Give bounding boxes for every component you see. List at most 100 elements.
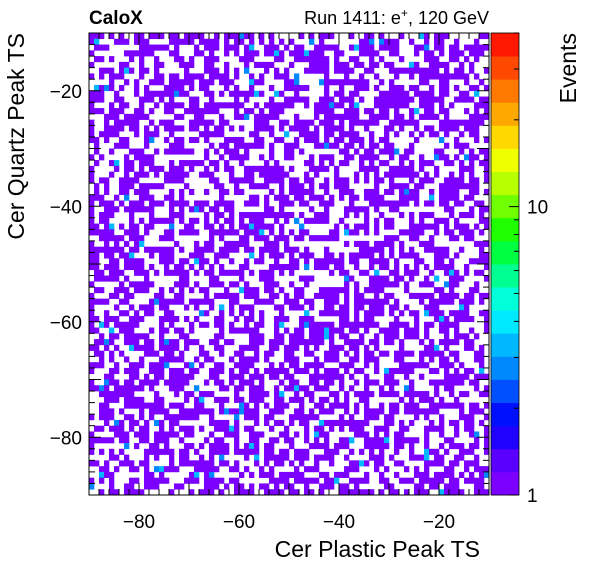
heatmap-cell xyxy=(434,44,440,51)
heatmap-cell xyxy=(469,212,475,219)
heatmap-cell xyxy=(134,229,140,236)
heatmap-cell xyxy=(359,61,365,68)
heatmap-cell xyxy=(219,269,225,276)
heatmap-cell xyxy=(454,367,460,375)
heatmap-cell xyxy=(384,223,390,230)
heatmap-cell xyxy=(149,477,155,484)
heatmap-cell xyxy=(194,96,200,103)
heatmap-cell xyxy=(209,489,215,496)
heatmap-cell xyxy=(354,287,360,294)
heatmap-cell xyxy=(109,315,115,323)
heatmap-cell xyxy=(239,217,245,224)
heatmap-cell xyxy=(204,292,210,299)
heatmap-cell xyxy=(94,96,100,103)
heatmap-cell xyxy=(264,269,270,276)
heatmap-cell xyxy=(439,188,445,196)
heatmap-cell xyxy=(309,304,315,311)
heatmap-cell xyxy=(194,269,200,276)
heatmap-cell xyxy=(389,125,395,132)
heatmap-cell xyxy=(114,367,120,375)
heatmap-cell xyxy=(364,385,370,392)
heatmap-cell xyxy=(194,119,200,126)
heatmap-cell xyxy=(259,391,265,398)
heatmap-cell xyxy=(194,113,200,120)
heatmap-cell xyxy=(404,229,410,236)
heatmap-cell xyxy=(109,264,115,271)
heatmap-cell xyxy=(364,414,370,421)
heatmap-cell xyxy=(94,315,100,323)
heatmap-cell xyxy=(274,217,280,224)
heatmap-cell xyxy=(289,142,295,149)
heatmap-cell xyxy=(129,183,135,190)
heatmap-cell xyxy=(294,339,300,346)
heatmap-cell xyxy=(229,229,235,236)
heatmap-cell xyxy=(104,437,110,444)
heatmap-cell xyxy=(244,466,250,473)
heatmap-cell xyxy=(429,460,435,467)
heatmap-cell xyxy=(364,148,370,155)
heatmap-cell xyxy=(189,391,195,398)
heatmap-cell xyxy=(259,385,265,392)
heatmap-cell xyxy=(289,177,295,184)
heatmap-cell xyxy=(269,50,275,57)
heatmap-cell xyxy=(454,217,460,224)
heatmap-cell xyxy=(349,125,355,132)
heatmap-cell xyxy=(289,79,295,86)
heatmap-cell xyxy=(334,50,340,57)
heatmap-cell xyxy=(314,356,320,363)
heatmap-cell xyxy=(459,96,465,103)
heatmap-cell xyxy=(134,240,140,247)
heatmap-cell xyxy=(419,240,425,247)
heatmap-cell xyxy=(334,102,340,109)
heatmap-cell xyxy=(199,119,205,126)
heatmap-cell xyxy=(334,327,340,334)
heatmap-cell xyxy=(154,391,160,398)
heatmap-cell xyxy=(419,391,425,398)
heatmap-cell xyxy=(254,61,260,68)
heatmap-cell xyxy=(139,379,145,386)
heatmap-cell xyxy=(99,414,105,421)
heatmap-cell xyxy=(114,38,120,45)
color-bar-band xyxy=(491,148,519,172)
heatmap-cell xyxy=(109,471,115,478)
heatmap-cell xyxy=(139,304,145,311)
heatmap-cell xyxy=(424,292,430,299)
heatmap-cell xyxy=(444,108,450,115)
heatmap-cell xyxy=(424,96,430,103)
heatmap-cell xyxy=(114,275,120,282)
heatmap-cell xyxy=(114,333,120,340)
heatmap-cell xyxy=(454,200,460,207)
heatmap-cell xyxy=(424,223,430,230)
heatmap-cell xyxy=(319,217,325,224)
heatmap-cell xyxy=(179,125,185,132)
heatmap-cell xyxy=(479,258,485,265)
heatmap-cell xyxy=(474,489,480,496)
heatmap-cell xyxy=(274,292,280,299)
heatmap-cell xyxy=(244,200,250,207)
heatmap-cell xyxy=(429,200,435,207)
heatmap-cell xyxy=(364,408,370,415)
heatmap-cell xyxy=(134,38,140,45)
heatmap-cell xyxy=(129,223,135,230)
heatmap-cell xyxy=(179,350,185,357)
color-bar-band xyxy=(491,194,519,219)
heatmap-cell xyxy=(114,269,120,276)
heatmap-cell xyxy=(469,258,475,265)
heatmap-cell xyxy=(449,379,455,386)
heatmap-cell xyxy=(324,200,330,207)
heatmap-cell xyxy=(429,425,435,432)
heatmap-cell xyxy=(364,391,370,398)
heatmap-cell xyxy=(224,483,230,490)
heatmap-cell xyxy=(234,350,240,357)
heatmap-cell xyxy=(479,373,485,380)
heatmap-cell xyxy=(149,160,155,167)
heatmap-cell xyxy=(149,471,155,478)
heatmap-cell xyxy=(234,385,240,392)
heatmap-cell xyxy=(479,310,485,317)
heatmap-cell xyxy=(349,437,355,444)
heatmap-cell xyxy=(189,119,195,126)
heatmap-cell xyxy=(439,471,445,478)
heatmap-cell xyxy=(144,206,150,213)
heatmap-cell xyxy=(174,240,180,247)
heatmap-cell xyxy=(279,315,285,323)
